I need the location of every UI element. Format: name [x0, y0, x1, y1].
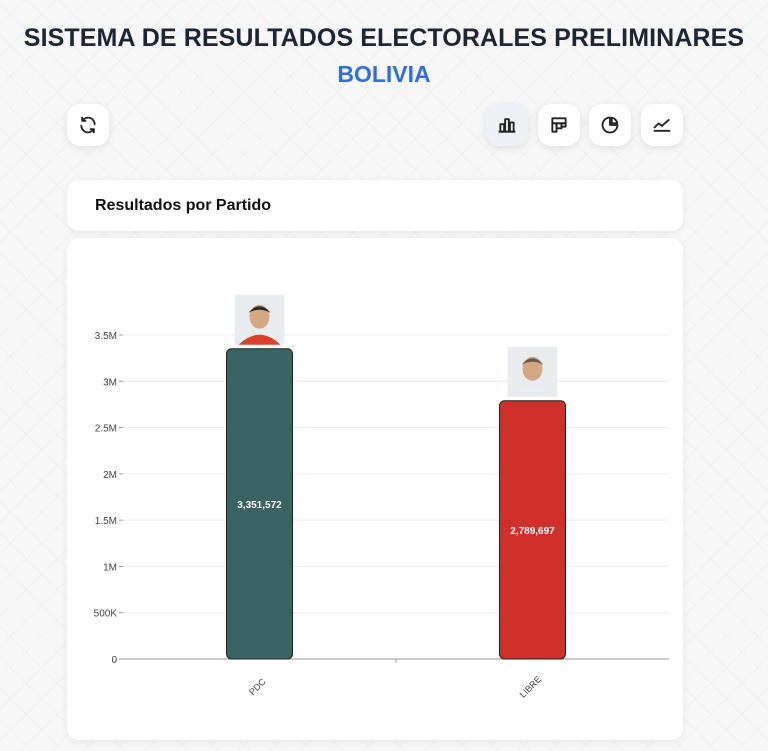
y-tick-label: 3M — [103, 377, 117, 388]
bar-chart-view-button[interactable] — [486, 104, 528, 146]
line-chart-icon — [653, 119, 671, 132]
y-tick-label: 2.5M — [95, 424, 117, 435]
x-tick-label: LIBRE — [518, 674, 543, 699]
line-chart-view-button[interactable] — [641, 104, 683, 146]
refresh-icon — [80, 116, 96, 134]
chart-card: 0 500K 1M 1.5M 2M 2.5M 3M 3.5M 3,351,572 PDC 2,789… — [67, 238, 683, 740]
bar-pdc — [226, 348, 293, 660]
candidate-photo — [507, 346, 558, 397]
pie-chart-icon — [601, 116, 619, 134]
treemap-view-button[interactable] — [538, 104, 580, 146]
bar-chart: 0 500K 1M 1.5M 2M 2.5M 3M 3.5M 3,351,572 PDC 2,789… — [94, 294, 669, 700]
y-tick-label: 2M — [103, 470, 117, 481]
pie-chart-view-button[interactable] — [589, 104, 631, 146]
y-tick-label: 1.5M — [95, 516, 117, 527]
page-title: SISTEMA DE RESULTADOS ELECTORALES PRELIM… — [23, 24, 745, 52]
y-tick-label: 3.5M — [95, 331, 117, 342]
y-tick-label: 500K — [94, 609, 118, 620]
results-card-header: Resultados por Partido — [67, 180, 683, 231]
x-tick-label: PDC — [247, 676, 268, 697]
candidate-photo — [234, 294, 285, 345]
y-tick-label: 1M — [103, 562, 117, 573]
page-subtitle: BOLIVIA — [337, 61, 431, 87]
bar-libre — [499, 400, 566, 660]
y-tick-label: 0 — [111, 655, 117, 666]
results-card-title: Resultados por Partido — [95, 197, 272, 214]
bar-chart-icon — [498, 118, 516, 133]
treemap-icon — [551, 117, 567, 133]
data-label: 3,351,572 — [237, 500, 282, 511]
refresh-button[interactable] — [67, 104, 109, 146]
data-label: 2,789,697 — [510, 526, 555, 537]
